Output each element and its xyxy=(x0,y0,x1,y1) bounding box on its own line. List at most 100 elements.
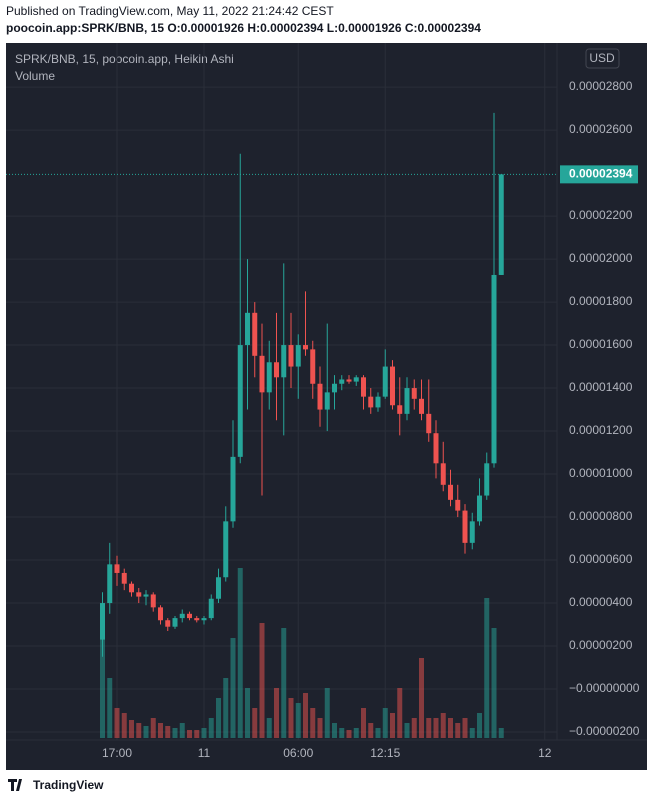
candle-body xyxy=(346,379,352,382)
y-tick-label: 0.00001400 xyxy=(569,380,633,394)
volume-bar xyxy=(303,693,308,738)
volume-bar xyxy=(172,728,178,738)
volume-bar xyxy=(245,688,250,738)
published-line: Published on TradingView.com, May 11, 20… xyxy=(6,4,334,18)
y-tick-label: 0.00001600 xyxy=(569,337,633,351)
volume-bar xyxy=(158,723,163,738)
candle-body xyxy=(237,345,243,457)
candle-body xyxy=(498,174,504,275)
x-tick-label: 12 xyxy=(538,746,552,760)
candle-body xyxy=(143,594,149,597)
candle-body xyxy=(368,396,374,408)
currency-button[interactable] xyxy=(585,48,620,69)
candle-body xyxy=(100,603,105,640)
volume-bar xyxy=(455,723,461,738)
volume-bar xyxy=(237,568,243,738)
volume-bar xyxy=(491,628,497,738)
candle-body xyxy=(484,463,490,496)
candle-body xyxy=(252,312,258,356)
volume-bar xyxy=(230,638,236,738)
candle-body xyxy=(223,521,229,578)
candle-body xyxy=(448,484,453,500)
candle-body xyxy=(433,433,439,464)
candle-body xyxy=(390,366,395,406)
volume-bar xyxy=(353,728,359,738)
candle-body xyxy=(477,495,482,522)
volume-bar xyxy=(397,688,403,738)
candle-body xyxy=(310,349,316,384)
candle-body xyxy=(375,396,381,408)
candle-body xyxy=(201,618,207,621)
volume-bar xyxy=(259,623,265,738)
volume-bar xyxy=(216,698,221,738)
candle-body xyxy=(281,345,287,378)
candle-body xyxy=(491,274,497,464)
volume-bar xyxy=(361,708,366,738)
volume-bar xyxy=(440,713,446,738)
volume-bar xyxy=(165,726,171,738)
y-tick-label: −0.00000200 xyxy=(569,724,640,738)
volume-bar xyxy=(201,728,207,738)
volume-bar xyxy=(179,723,185,738)
candle-body xyxy=(259,355,265,393)
candle-body xyxy=(455,499,461,511)
volume-label: Volume xyxy=(15,69,55,83)
y-tick-label: −0.00000000 xyxy=(569,681,640,695)
volume-bar xyxy=(375,728,381,738)
candle-body xyxy=(303,345,308,350)
candle-body xyxy=(187,613,192,619)
volume-bar xyxy=(295,703,301,738)
volume-bar xyxy=(346,730,352,738)
y-tick-label: 0.00000200 xyxy=(569,638,633,652)
y-tick-label: 0.00002800 xyxy=(569,79,633,93)
volume-bar xyxy=(419,658,424,738)
volume-bar xyxy=(274,688,279,738)
candle-body xyxy=(165,620,171,627)
y-tick-label: 0.00000400 xyxy=(569,595,633,609)
volume-bar xyxy=(469,728,475,738)
volume-bar xyxy=(411,718,417,738)
x-tick-label: 17:00 xyxy=(102,746,132,760)
volume-bar xyxy=(433,718,439,738)
candle-body xyxy=(339,379,345,384)
brand: TradingView xyxy=(33,778,104,792)
candle-body xyxy=(361,377,366,397)
candle-body xyxy=(317,383,323,410)
volume-bar xyxy=(484,598,490,738)
last-price-label: 0.00002394 xyxy=(569,167,633,181)
volume-bar xyxy=(187,730,192,738)
y-tick-label: 0.00002600 xyxy=(569,122,633,136)
y-tick-label: 0.00000600 xyxy=(569,552,633,566)
volume-bar xyxy=(426,718,432,738)
candle-body xyxy=(397,405,403,414)
candle-body xyxy=(158,607,163,621)
volume-bar xyxy=(281,628,287,738)
candle-body xyxy=(172,618,178,627)
volume-bar xyxy=(100,628,105,738)
candle-body xyxy=(382,366,388,397)
volume-bar xyxy=(317,718,323,738)
volume-bar xyxy=(382,708,388,738)
volume-bar xyxy=(332,723,337,738)
candle-body xyxy=(230,456,236,522)
candle-body xyxy=(121,572,127,584)
volume-bar xyxy=(208,718,214,738)
volume-bar xyxy=(194,730,200,738)
candle-body xyxy=(332,383,337,393)
volume-bar xyxy=(150,718,156,738)
plot: 0.00002800 0.00002600 0.00002200 0.00002000… xyxy=(6,43,640,760)
currency-label: USD xyxy=(589,51,615,65)
candle-body xyxy=(107,564,113,604)
symbol-line: poocoin.app:SPRK/BNB, 15 O:0.00001926 H:… xyxy=(6,21,481,35)
y-tick-label: 0.00000800 xyxy=(569,509,633,523)
candle-body xyxy=(404,388,410,414)
volume-bar xyxy=(390,713,395,738)
volume-bar xyxy=(498,728,504,738)
volume-bar xyxy=(288,698,294,738)
volume-bar xyxy=(114,708,120,738)
volume-bar xyxy=(448,718,453,738)
candle-body xyxy=(179,613,185,619)
volume-bar xyxy=(477,713,482,738)
candle-body xyxy=(324,392,330,410)
